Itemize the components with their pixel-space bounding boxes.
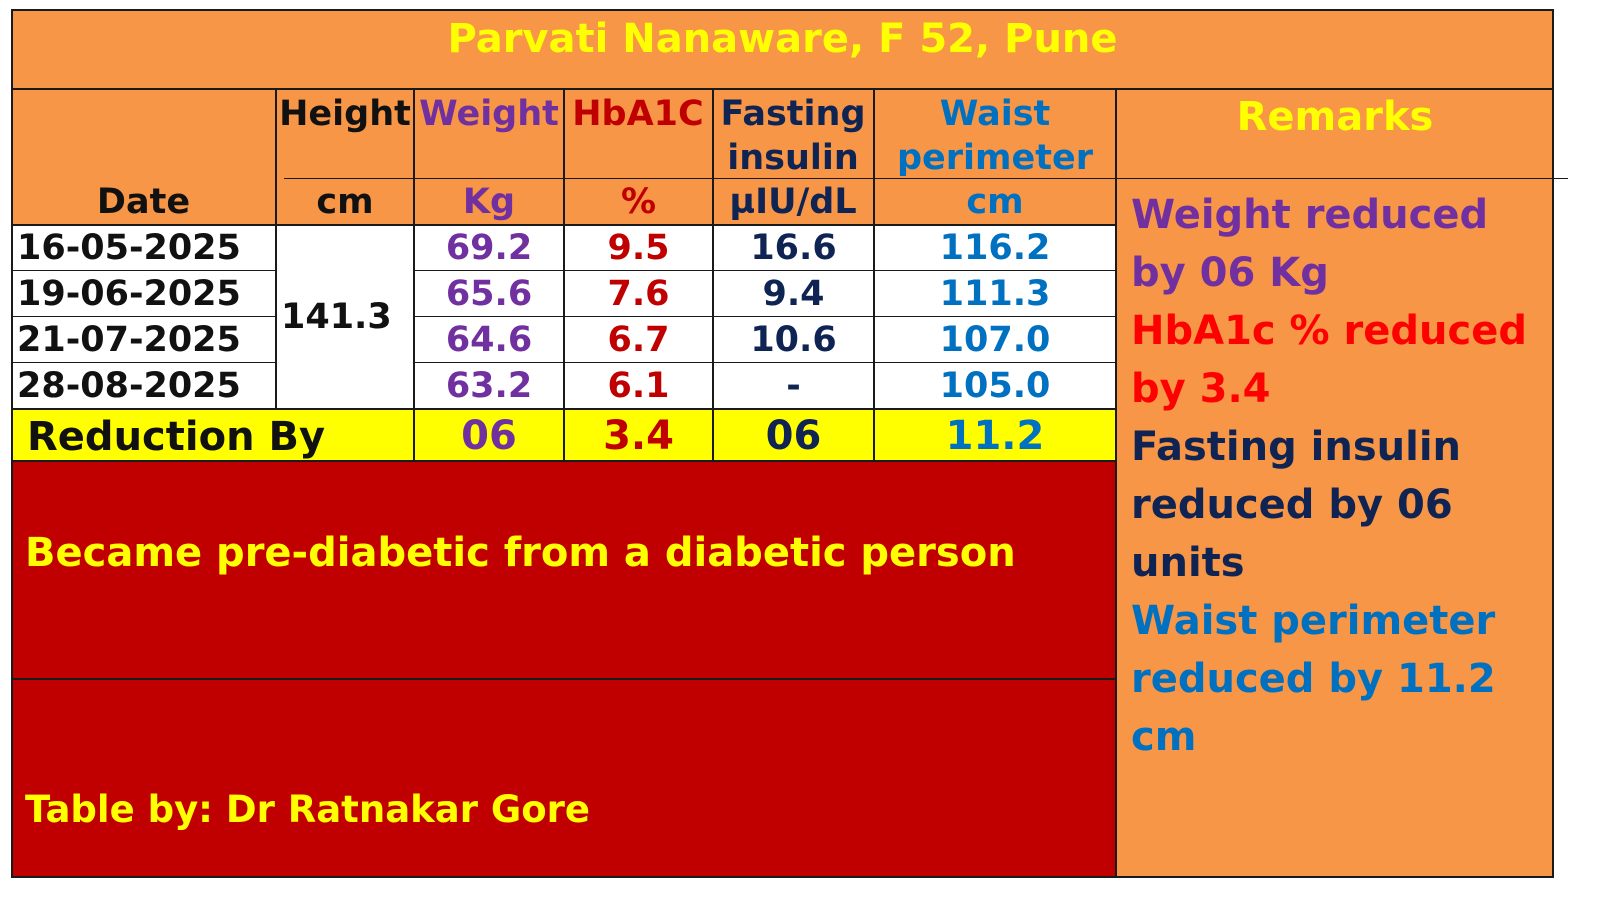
row-hba1c: 6.7 [607, 319, 670, 360]
row-waist: 111.3 [939, 273, 1051, 314]
header-height-unit: cm [316, 181, 374, 222]
status-panel [12, 461, 1117, 678]
remarks-list: Weight reduced by 06 Kg HbA1c % reduced … [1131, 186, 1541, 766]
header-height: Height [279, 93, 411, 134]
header-date: Date [96, 181, 191, 222]
credit-panel [12, 678, 1117, 876]
row-weight: 63.2 [445, 365, 533, 406]
height-value: 141.3 [281, 296, 392, 337]
header-waist-line2: perimeter [897, 137, 1093, 178]
row-insulin: 9.4 [762, 273, 825, 314]
row-date: 19-06-2025 [17, 274, 241, 314]
page-title: Parvati Nanaware, F 52, Pune [447, 16, 1118, 62]
reduction-hba1c: 3.4 [603, 413, 674, 459]
row-weight: 69.2 [445, 227, 533, 268]
header-insulin-line2: insulin [727, 137, 859, 178]
row-hba1c: 7.6 [607, 273, 670, 314]
row-date: 28-08-2025 [17, 366, 241, 406]
header-weight: Weight [419, 93, 559, 134]
row-insulin: 10.6 [750, 319, 837, 360]
table-credit: Table by: Dr Ratnakar Gore [25, 788, 590, 831]
reduction-insulin: 06 [765, 413, 822, 459]
reduction-label: Reduction By [27, 414, 326, 460]
remark-insulin: Fasting insulin reduced by 06 units [1131, 424, 1462, 586]
row-weight: 65.6 [445, 273, 533, 314]
header-remarks: Remarks [1236, 94, 1434, 140]
remark-waist: Waist perimeter reduced by 11.2 cm [1131, 598, 1496, 760]
reduction-waist: 11.2 [945, 413, 1045, 459]
row-waist: 107.0 [939, 319, 1051, 360]
reduction-weight: 06 [461, 413, 517, 459]
row-insulin: 16.6 [750, 227, 837, 268]
row-date: 21-07-2025 [17, 320, 241, 360]
row-waist: 116.2 [939, 227, 1051, 268]
row-waist: 105.0 [939, 365, 1051, 406]
remark-hba1c: HbA1c % reduced by 3.4 [1131, 308, 1527, 412]
header-waist-unit: cm [966, 181, 1024, 222]
header-insulin-line1: Fasting [720, 93, 866, 134]
header-waist-line1: Waist [939, 93, 1051, 134]
header-weight-unit: Kg [462, 181, 516, 222]
remark-weight: Weight reduced by 06 Kg [1131, 192, 1489, 296]
title-bar [12, 10, 1553, 89]
row-insulin: - [786, 365, 801, 406]
row-hba1c: 6.1 [607, 365, 670, 406]
header-insulin-unit: µIU/dL [729, 181, 857, 222]
header-hba1c: HbA1C [572, 93, 704, 134]
remarks-panel [1117, 89, 1553, 876]
row-weight: 64.6 [445, 319, 533, 360]
header-hba1c-unit: % [620, 181, 657, 222]
status-text: Became pre-diabetic from a diabetic pers… [25, 530, 1016, 576]
row-date: 16-05-2025 [17, 228, 241, 268]
row-hba1c: 9.5 [607, 227, 670, 268]
